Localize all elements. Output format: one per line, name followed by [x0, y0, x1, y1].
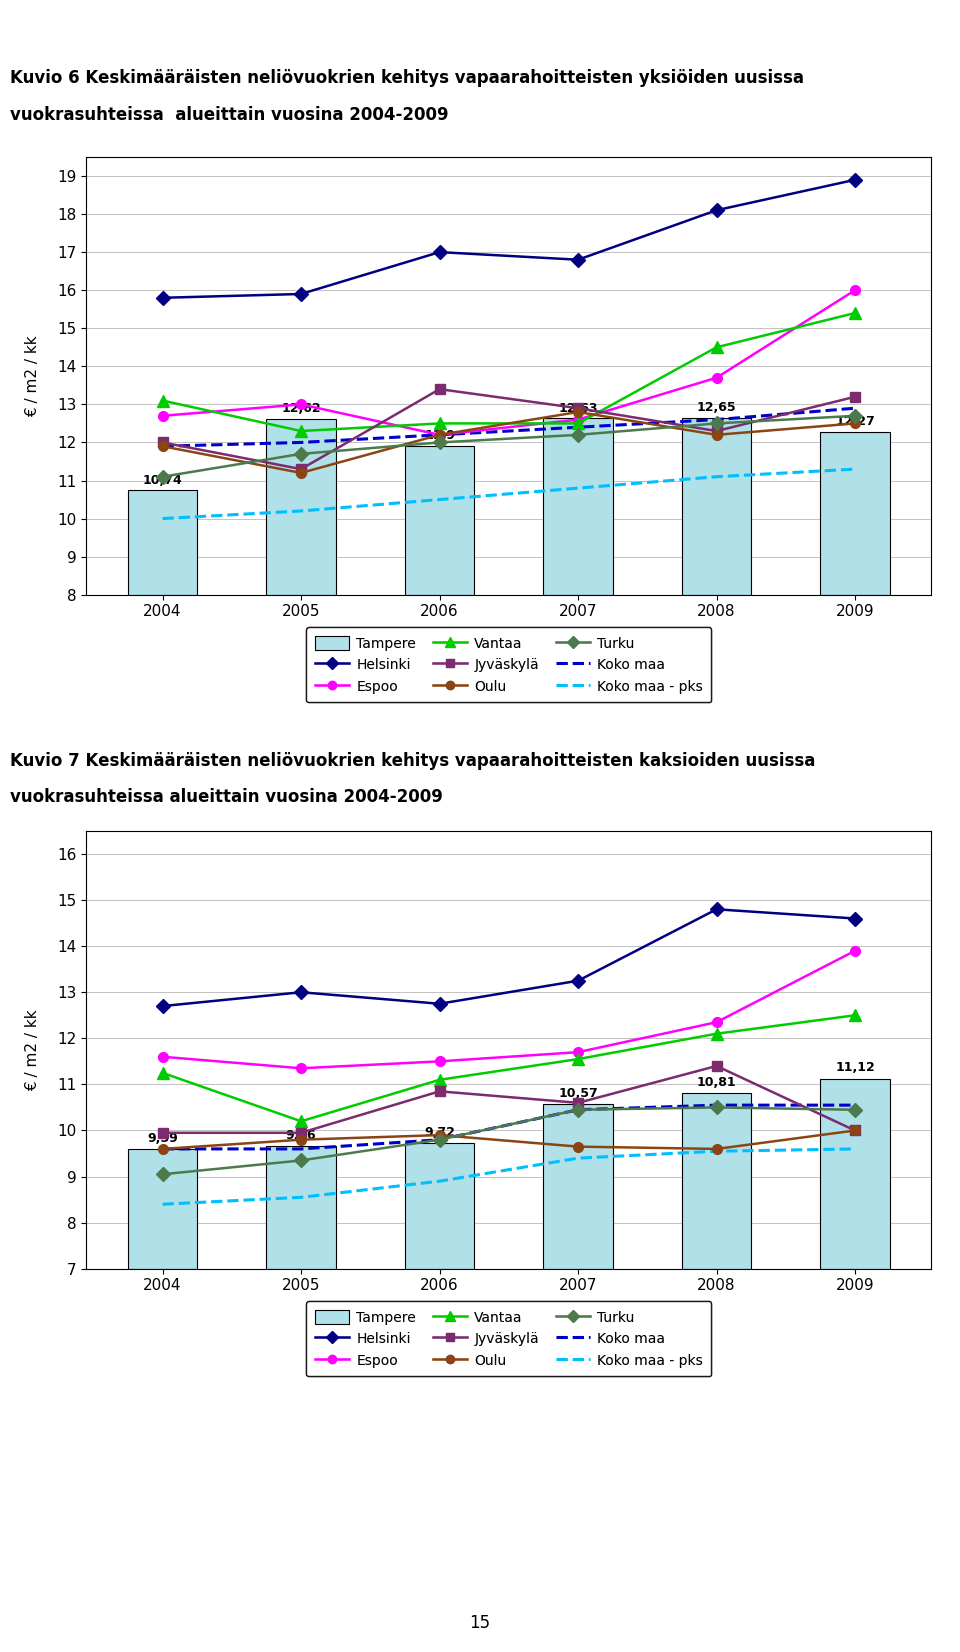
Bar	[128, 491, 197, 595]
Bar	[405, 446, 474, 595]
Bar	[405, 1143, 474, 1269]
Text: Kuvio 7 Keskimääräisten neliövuokrien kehitys vapaarahoitteisten kaksioiden uusi: Kuvio 7 Keskimääräisten neliövuokrien ke…	[10, 752, 815, 770]
Text: 9,72: 9,72	[424, 1125, 455, 1138]
Text: 9,59: 9,59	[147, 1132, 178, 1145]
Bar	[543, 418, 612, 595]
Legend: Tampere, Helsinki, Espoo, Vantaa, Jyväskylä, Oulu, Turku, Koko maa, Koko maa - p: Tampere, Helsinki, Espoo, Vantaa, Jyväsk…	[306, 628, 711, 702]
Legend: Tampere, Helsinki, Espoo, Vantaa, Jyväskylä, Oulu, Turku, Koko maa, Koko maa - p: Tampere, Helsinki, Espoo, Vantaa, Jyväsk…	[306, 1302, 711, 1376]
Text: 12,27: 12,27	[835, 415, 875, 428]
Text: 10,57: 10,57	[558, 1087, 598, 1100]
Bar	[267, 1146, 336, 1269]
Bar	[682, 418, 751, 595]
Text: 15: 15	[469, 1614, 491, 1632]
Text: Kuvio 6 Keskimääräisten neliövuokrien kehitys vapaarahoitteisten yksiöiden uusis: Kuvio 6 Keskimääräisten neliövuokrien ke…	[10, 69, 804, 88]
Text: 12,63: 12,63	[559, 401, 598, 415]
Text: vuokrasuhteissa alueittain vuosina 2004-2009: vuokrasuhteissa alueittain vuosina 2004-…	[10, 788, 443, 806]
Text: 11,12: 11,12	[835, 1061, 875, 1074]
Bar	[267, 420, 336, 595]
Text: 12,65: 12,65	[697, 401, 736, 415]
Y-axis label: € / m2 / kk: € / m2 / kk	[25, 1009, 40, 1090]
Text: 10,74: 10,74	[143, 474, 182, 487]
Text: 11,9: 11,9	[424, 430, 455, 443]
Bar	[821, 433, 890, 595]
Bar	[682, 1094, 751, 1269]
Text: 12,62: 12,62	[281, 401, 321, 415]
Y-axis label: € / m2 / kk: € / m2 / kk	[25, 335, 40, 416]
Text: 10,81: 10,81	[697, 1075, 736, 1089]
Text: vuokrasuhteissa  alueittain vuosina 2004-2009: vuokrasuhteissa alueittain vuosina 2004-…	[10, 106, 448, 124]
Bar	[128, 1150, 197, 1269]
Text: 9,66: 9,66	[286, 1128, 317, 1142]
Bar	[821, 1079, 890, 1269]
Bar	[543, 1104, 612, 1269]
